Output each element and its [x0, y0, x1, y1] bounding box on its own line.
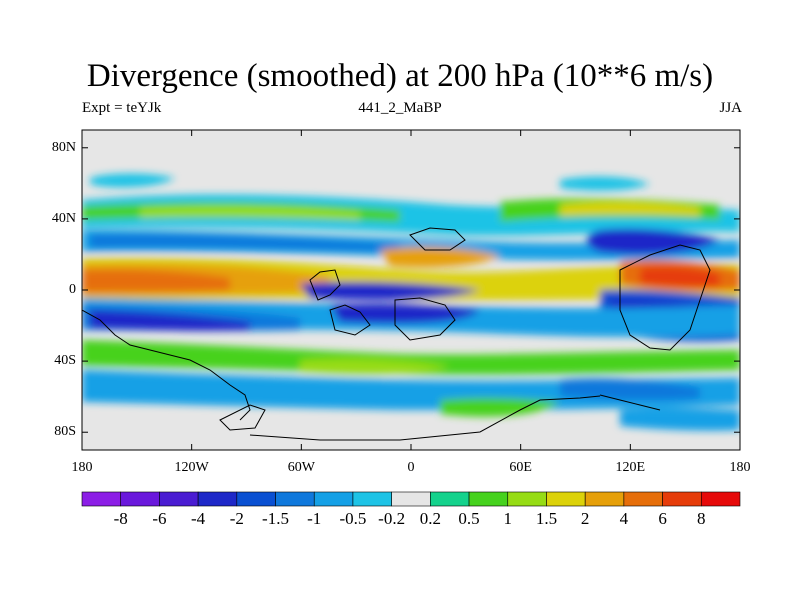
- colorbar-swatch: [700, 491, 741, 507]
- colorbar-label: 6: [658, 509, 667, 528]
- colorbar-swatch: [81, 491, 122, 507]
- colorbar-label: -6: [152, 509, 167, 528]
- colorbar-label: 0.5: [458, 509, 480, 528]
- lat-tick-label: 0: [69, 282, 76, 297]
- lon-tick-label: 60E: [509, 460, 532, 475]
- colorbar-label: -1: [307, 509, 322, 528]
- colorbar-label: -8: [113, 509, 128, 528]
- lon-tick-label: 60W: [287, 460, 315, 475]
- lon-tick-label: 120W: [174, 460, 209, 475]
- colorbar-label: 4: [619, 509, 629, 528]
- colorbar-swatch: [275, 491, 315, 507]
- colorbar-swatch: [159, 491, 199, 507]
- colorbar-label: -2: [229, 509, 244, 528]
- colorbar-swatch: [352, 491, 392, 507]
- colorbar-swatch: [546, 491, 586, 507]
- lon-tick-label: 0: [407, 460, 415, 475]
- colorbar-swatch: [236, 491, 276, 507]
- colorbar-swatch: [197, 491, 238, 507]
- colorbar-label: 8: [697, 509, 706, 528]
- colorbar-swatch: [507, 491, 547, 507]
- colorbar-label: 2: [580, 509, 590, 528]
- lat-tick-label: 80N: [51, 139, 76, 155]
- colorbar-swatch: [391, 491, 431, 507]
- season-label: JJA: [719, 100, 742, 116]
- run-label: 441_2_MaBP: [358, 100, 442, 116]
- colorbar-swatch: [313, 491, 354, 507]
- lat-tick-label: 40N: [51, 210, 76, 226]
- lon-tick-label: 180: [729, 460, 751, 475]
- colorbar-label: -4: [191, 509, 206, 528]
- lat-tick-label: 80S: [54, 424, 76, 440]
- map-field: [82, 130, 740, 450]
- colorbar-label: -1.5: [262, 509, 289, 528]
- lon-tick-label: 180: [71, 460, 93, 475]
- colorbar-label: 1: [503, 509, 513, 528]
- experiment-label: Expt = teYJk: [82, 100, 162, 116]
- colorbar-swatch: [662, 491, 702, 507]
- colorbar-swatch: [430, 491, 470, 507]
- colorbar-label: 1.5: [535, 509, 558, 528]
- colorbar-label: -0.2: [378, 509, 406, 528]
- colorbar-swatch: [623, 491, 663, 507]
- colorbar-label: 0.2: [419, 509, 441, 528]
- colorbar-label: -0.5: [339, 509, 367, 528]
- colorbar-swatch: [584, 491, 625, 507]
- colorbar-swatch: [468, 491, 509, 507]
- lon-tick-label: 120E: [615, 460, 646, 475]
- colorbar-swatch: [120, 491, 160, 507]
- lat-tick-label: 40S: [54, 353, 76, 369]
- map-title: Divergence (smoothed) at 200 hPa (10**6 …: [86, 58, 714, 94]
